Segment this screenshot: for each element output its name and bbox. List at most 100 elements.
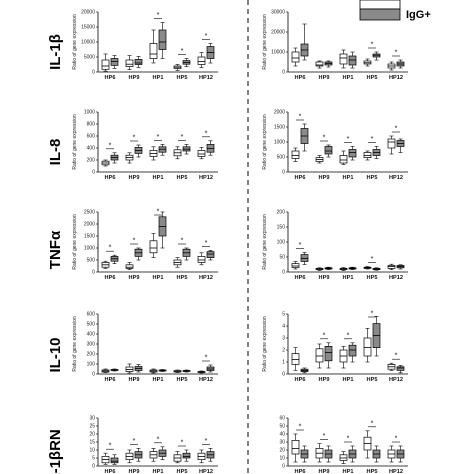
y-tick-label: 60 (279, 416, 285, 422)
category-label: HP9 (319, 75, 330, 81)
y-axis-label: Ratio of gene expression (262, 114, 268, 170)
category-label: HP1 (153, 275, 164, 281)
y-tick-label: 2500 (84, 210, 95, 216)
box-igg-neg (363, 337, 372, 357)
legend-gray-swatch (359, 8, 401, 21)
box-igg-neg (149, 43, 158, 59)
significance-star: * (323, 332, 326, 339)
panel-4-0: 0 5 10 15 20 25 30 HP6 * HP9 * HP1 * HP5 * HP12 * (89, 416, 218, 474)
significance-star: * (157, 436, 160, 443)
panel-2-1: 0 50 100 150 200 Ratio of gene expression HP6 *… (262, 210, 408, 281)
significance-star: * (323, 135, 326, 142)
y-tick-label: 1500 (84, 234, 95, 240)
box-igg-pos (348, 55, 357, 66)
box-igg-neg (339, 454, 348, 461)
row-labels: IL-1β IL-8 TNFα IL-10 IL-1βRN (47, 34, 64, 474)
box-igg-neg (149, 240, 158, 254)
box-igg-pos (396, 366, 405, 371)
y-tick-label: 500 (87, 322, 96, 328)
y-tick-label: 5 (92, 456, 95, 462)
significance-star: * (347, 332, 350, 339)
box-igg-neg (291, 440, 300, 455)
panel-3-0: 0 100 200 300 400 500 600 Ratio of gene express… (72, 312, 218, 383)
panel-1-0: 0 200 400 600 800 1000 Ratio of gene expressio… (72, 110, 218, 181)
box-igg-neg (125, 264, 134, 269)
y-tick-label: 200 (87, 352, 96, 358)
category-label: HP5 (177, 377, 188, 383)
category-label: HP1 (153, 377, 164, 383)
significance-star: * (323, 433, 326, 440)
box-igg-neg (197, 256, 206, 263)
significance-star: * (371, 311, 374, 318)
category-label: HP12 (389, 275, 403, 281)
y-axis-label: Ratio of gene expression (72, 316, 78, 372)
category-label: HP5 (177, 175, 188, 181)
significance-star: * (371, 42, 374, 49)
significance-star: * (205, 240, 208, 247)
y-tick-label: 15 (89, 440, 95, 446)
box-igg-neg (315, 348, 324, 363)
y-axis-label: Ratio of gene expression (72, 114, 78, 170)
category-label: HP5 (367, 377, 378, 383)
y-tick-label: 3 (282, 336, 285, 342)
category-label: HP9 (319, 377, 330, 383)
significance-star: * (347, 136, 350, 143)
y-tick-label: 0 (92, 464, 95, 470)
significance-star: * (299, 114, 302, 121)
category-label: HP6 (295, 377, 306, 383)
significance-star: * (205, 130, 208, 137)
category-label: HP1 (343, 275, 354, 281)
y-axis-label: Ratio of gene expression (72, 14, 78, 70)
y-tick-label: 10 (279, 456, 285, 462)
y-tick-label: 20 (279, 448, 285, 454)
category-label: HP6 (295, 275, 306, 281)
significance-star: * (109, 245, 112, 252)
category-label: HP12 (199, 175, 213, 181)
significance-star: * (157, 209, 160, 216)
box-igg-neg (363, 152, 372, 158)
y-tick-label: 10 (89, 448, 95, 454)
legend: IgG+ (359, 0, 431, 21)
row-label-il8: IL-8 (47, 139, 64, 166)
y-tick-label: 1500 (274, 125, 285, 131)
significance-star: * (395, 126, 398, 133)
y-tick-label: 25 (89, 424, 95, 430)
y-tick-label: 0 (282, 464, 285, 470)
box-igg-pos (110, 457, 119, 464)
significance-star: * (205, 438, 208, 445)
box-igg-neg (197, 150, 206, 157)
row-label-tnfa: TNFα (47, 230, 64, 269)
significance-star: * (371, 420, 374, 427)
y-tick-label: 30 (279, 440, 285, 446)
significance-star: * (133, 135, 136, 142)
y-tick-label: 1000 (84, 110, 95, 116)
y-tick-label: 0 (282, 170, 285, 176)
category-label: HP12 (389, 75, 403, 81)
box-igg-pos (300, 254, 309, 262)
box-igg-neg (291, 263, 300, 268)
category-label: HP9 (319, 275, 330, 281)
category-label: HP5 (367, 275, 378, 281)
y-tick-label: 5 (282, 312, 285, 318)
y-tick-label: 600 (87, 134, 96, 140)
y-tick-label: 400 (87, 332, 96, 338)
panel-2-0: 0 500 1000 1500 2000 2500 Ratio of gene expres… (72, 209, 218, 281)
y-axis-label: Ratio of gene expression (72, 214, 78, 270)
y-tick-label: 1000 (274, 140, 285, 146)
significance-star: * (181, 134, 184, 141)
category-label: HP6 (295, 469, 306, 474)
y-tick-label: 1 (282, 360, 285, 366)
y-axis-label: Ratio of gene expression (262, 316, 268, 372)
box-igg-neg (339, 155, 348, 164)
y-tick-label: 0 (92, 372, 95, 378)
y-axis-label: Ratio of gene expression (262, 214, 268, 270)
category-label: HP12 (389, 377, 403, 383)
box-igg-neg (315, 61, 324, 67)
y-tick-label: 5000 (84, 55, 95, 61)
significance-star: * (157, 12, 160, 19)
category-label: HP12 (389, 469, 403, 474)
category-label: HP6 (105, 175, 116, 181)
category-label: HP12 (199, 469, 213, 474)
box-igg-neg (339, 53, 348, 65)
